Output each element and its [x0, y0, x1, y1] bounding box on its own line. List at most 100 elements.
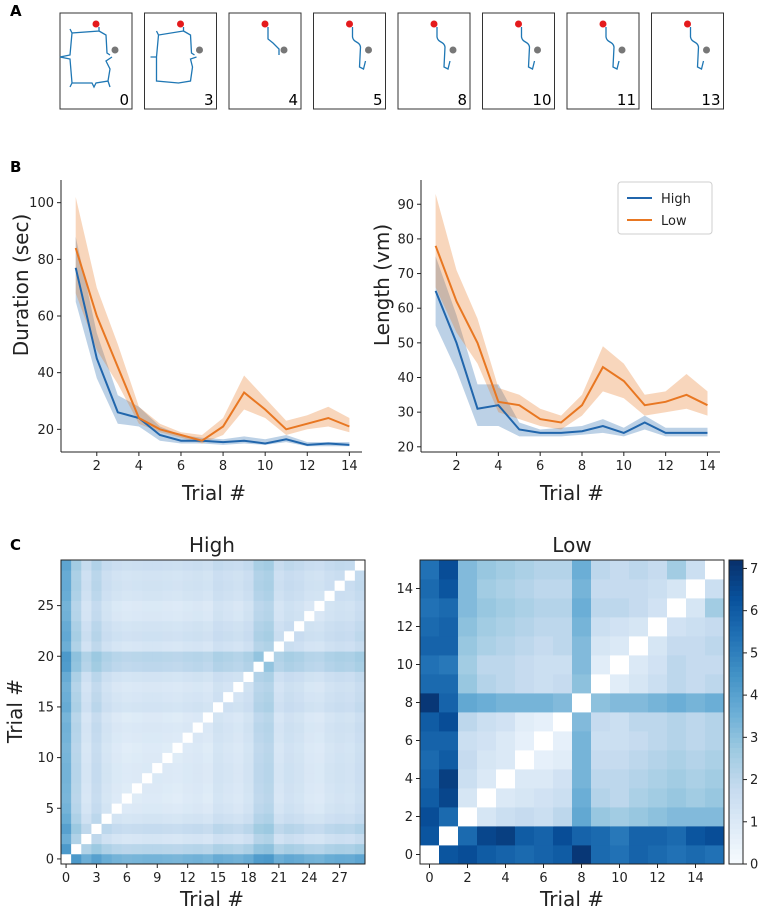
heatmap-cell — [273, 610, 285, 622]
heatmap-cell — [243, 610, 254, 622]
heatmap-cell — [686, 788, 706, 808]
heatmap-cell — [152, 661, 163, 672]
heatmap-cell — [458, 617, 478, 637]
heatmap-cell — [202, 590, 214, 601]
heatmap-cell — [213, 782, 224, 794]
heatmap-cell — [121, 590, 133, 601]
heatmap-cell — [91, 782, 102, 794]
x-tick-label: 12 — [299, 459, 316, 474]
heatmap-cell — [273, 742, 285, 753]
heatmap-cell — [71, 630, 82, 642]
trial-number-label: 11 — [617, 91, 636, 109]
heatmap-cell — [354, 570, 366, 581]
heatmap-cell — [131, 793, 143, 804]
y-tick-label: 8 — [405, 696, 413, 711]
heatmap-cell — [283, 560, 295, 571]
heatmap-cell — [705, 674, 725, 694]
heatmap-cell — [81, 732, 92, 743]
heatmap-cell — [91, 712, 102, 723]
y-tick-label: 100 — [29, 196, 54, 211]
heatmap-cell — [304, 681, 315, 693]
heatmap-cell — [354, 681, 366, 693]
heatmap-cell — [354, 772, 366, 784]
heatmap-cell — [142, 843, 153, 855]
heatmap-cell — [61, 691, 72, 703]
trial-number-label: 3 — [204, 91, 214, 109]
heatmap-cell — [152, 782, 163, 794]
heatmap-cell — [686, 731, 706, 751]
heatmap-cell — [162, 833, 173, 845]
trial-number-label: 8 — [457, 91, 467, 109]
colorbar-segment — [729, 793, 743, 799]
heatmap-cell — [111, 843, 123, 855]
heatmap-cell — [304, 610, 315, 622]
heatmap-cell — [101, 793, 113, 804]
heatmap-cell — [71, 793, 82, 804]
heatmap-cell — [629, 731, 649, 751]
heatmap-cell — [314, 600, 325, 612]
colorbar-segment — [729, 737, 743, 743]
heatmap-cell — [324, 620, 335, 632]
x-tick-label: 18 — [240, 871, 257, 886]
heatmap-cell — [648, 655, 668, 675]
x-tick-label: 10 — [616, 459, 633, 474]
heatmap-cell — [553, 598, 573, 618]
heatmap-cell — [283, 630, 295, 642]
heatmap-cell — [686, 769, 706, 789]
heatmap-cell — [243, 752, 254, 764]
x-tick-label: 6 — [177, 459, 185, 474]
heatmap-cell — [324, 580, 335, 591]
heatmap-cell — [304, 762, 315, 774]
heatmap-cell — [610, 845, 630, 865]
heatmap-cell — [91, 630, 102, 642]
heatmap-cell — [233, 620, 244, 632]
heatmap-cell — [354, 742, 366, 753]
x-tick-label: 14 — [341, 459, 358, 474]
heatmap-cell — [233, 772, 244, 784]
x-tick-label: 2 — [463, 871, 471, 886]
heatmap-cell — [648, 807, 668, 827]
heatmap-cell — [667, 655, 687, 675]
x-tick-label: 14 — [699, 459, 716, 474]
heatmap-cell — [354, 610, 366, 622]
heatmap-cell — [283, 803, 295, 814]
heatmap-cell — [71, 813, 82, 824]
heatmap-cell — [253, 691, 265, 703]
heatmap-cell — [705, 560, 725, 580]
heatmap-cell — [111, 722, 123, 733]
heatmap-cell — [223, 712, 234, 723]
heatmap-cell — [71, 722, 82, 733]
heatmap-cell — [172, 630, 183, 642]
heatmap-cell — [304, 732, 315, 743]
heatmap-cell — [496, 636, 516, 656]
heatmap-cell — [572, 617, 592, 637]
heatmap-cell — [233, 762, 244, 774]
heatmap-cell — [705, 655, 725, 675]
heatmap-cell — [243, 701, 254, 713]
heatmap-cell — [223, 560, 234, 571]
y-tick-label: 25 — [37, 599, 54, 614]
heatmap-cell — [101, 641, 113, 652]
colorbar-segment — [729, 595, 743, 602]
heatmap-cell — [81, 701, 92, 713]
heatmap-cell — [101, 823, 113, 834]
heatmap-cell — [172, 651, 183, 662]
heatmap-cell — [101, 610, 113, 622]
heatmap-cell — [202, 813, 214, 824]
heatmap-cell — [553, 617, 573, 637]
heatmap-cell — [439, 845, 459, 865]
heatmap-cell — [142, 661, 153, 672]
heatmap-cell — [142, 610, 153, 622]
heatmap-cell — [131, 620, 143, 632]
heatmap-cell — [91, 620, 102, 632]
heatmap-cell — [121, 843, 133, 855]
colorbar-segment — [729, 630, 743, 637]
heatmap-cell — [152, 651, 163, 662]
heatmap-cell — [152, 641, 163, 652]
heatmap-cell — [610, 636, 630, 656]
heatmap-cell — [314, 813, 325, 824]
heatmap-cell — [263, 732, 275, 743]
heatmap-cell — [192, 610, 204, 622]
heatmap-cell — [705, 712, 725, 732]
heatmap-cell — [152, 701, 163, 713]
